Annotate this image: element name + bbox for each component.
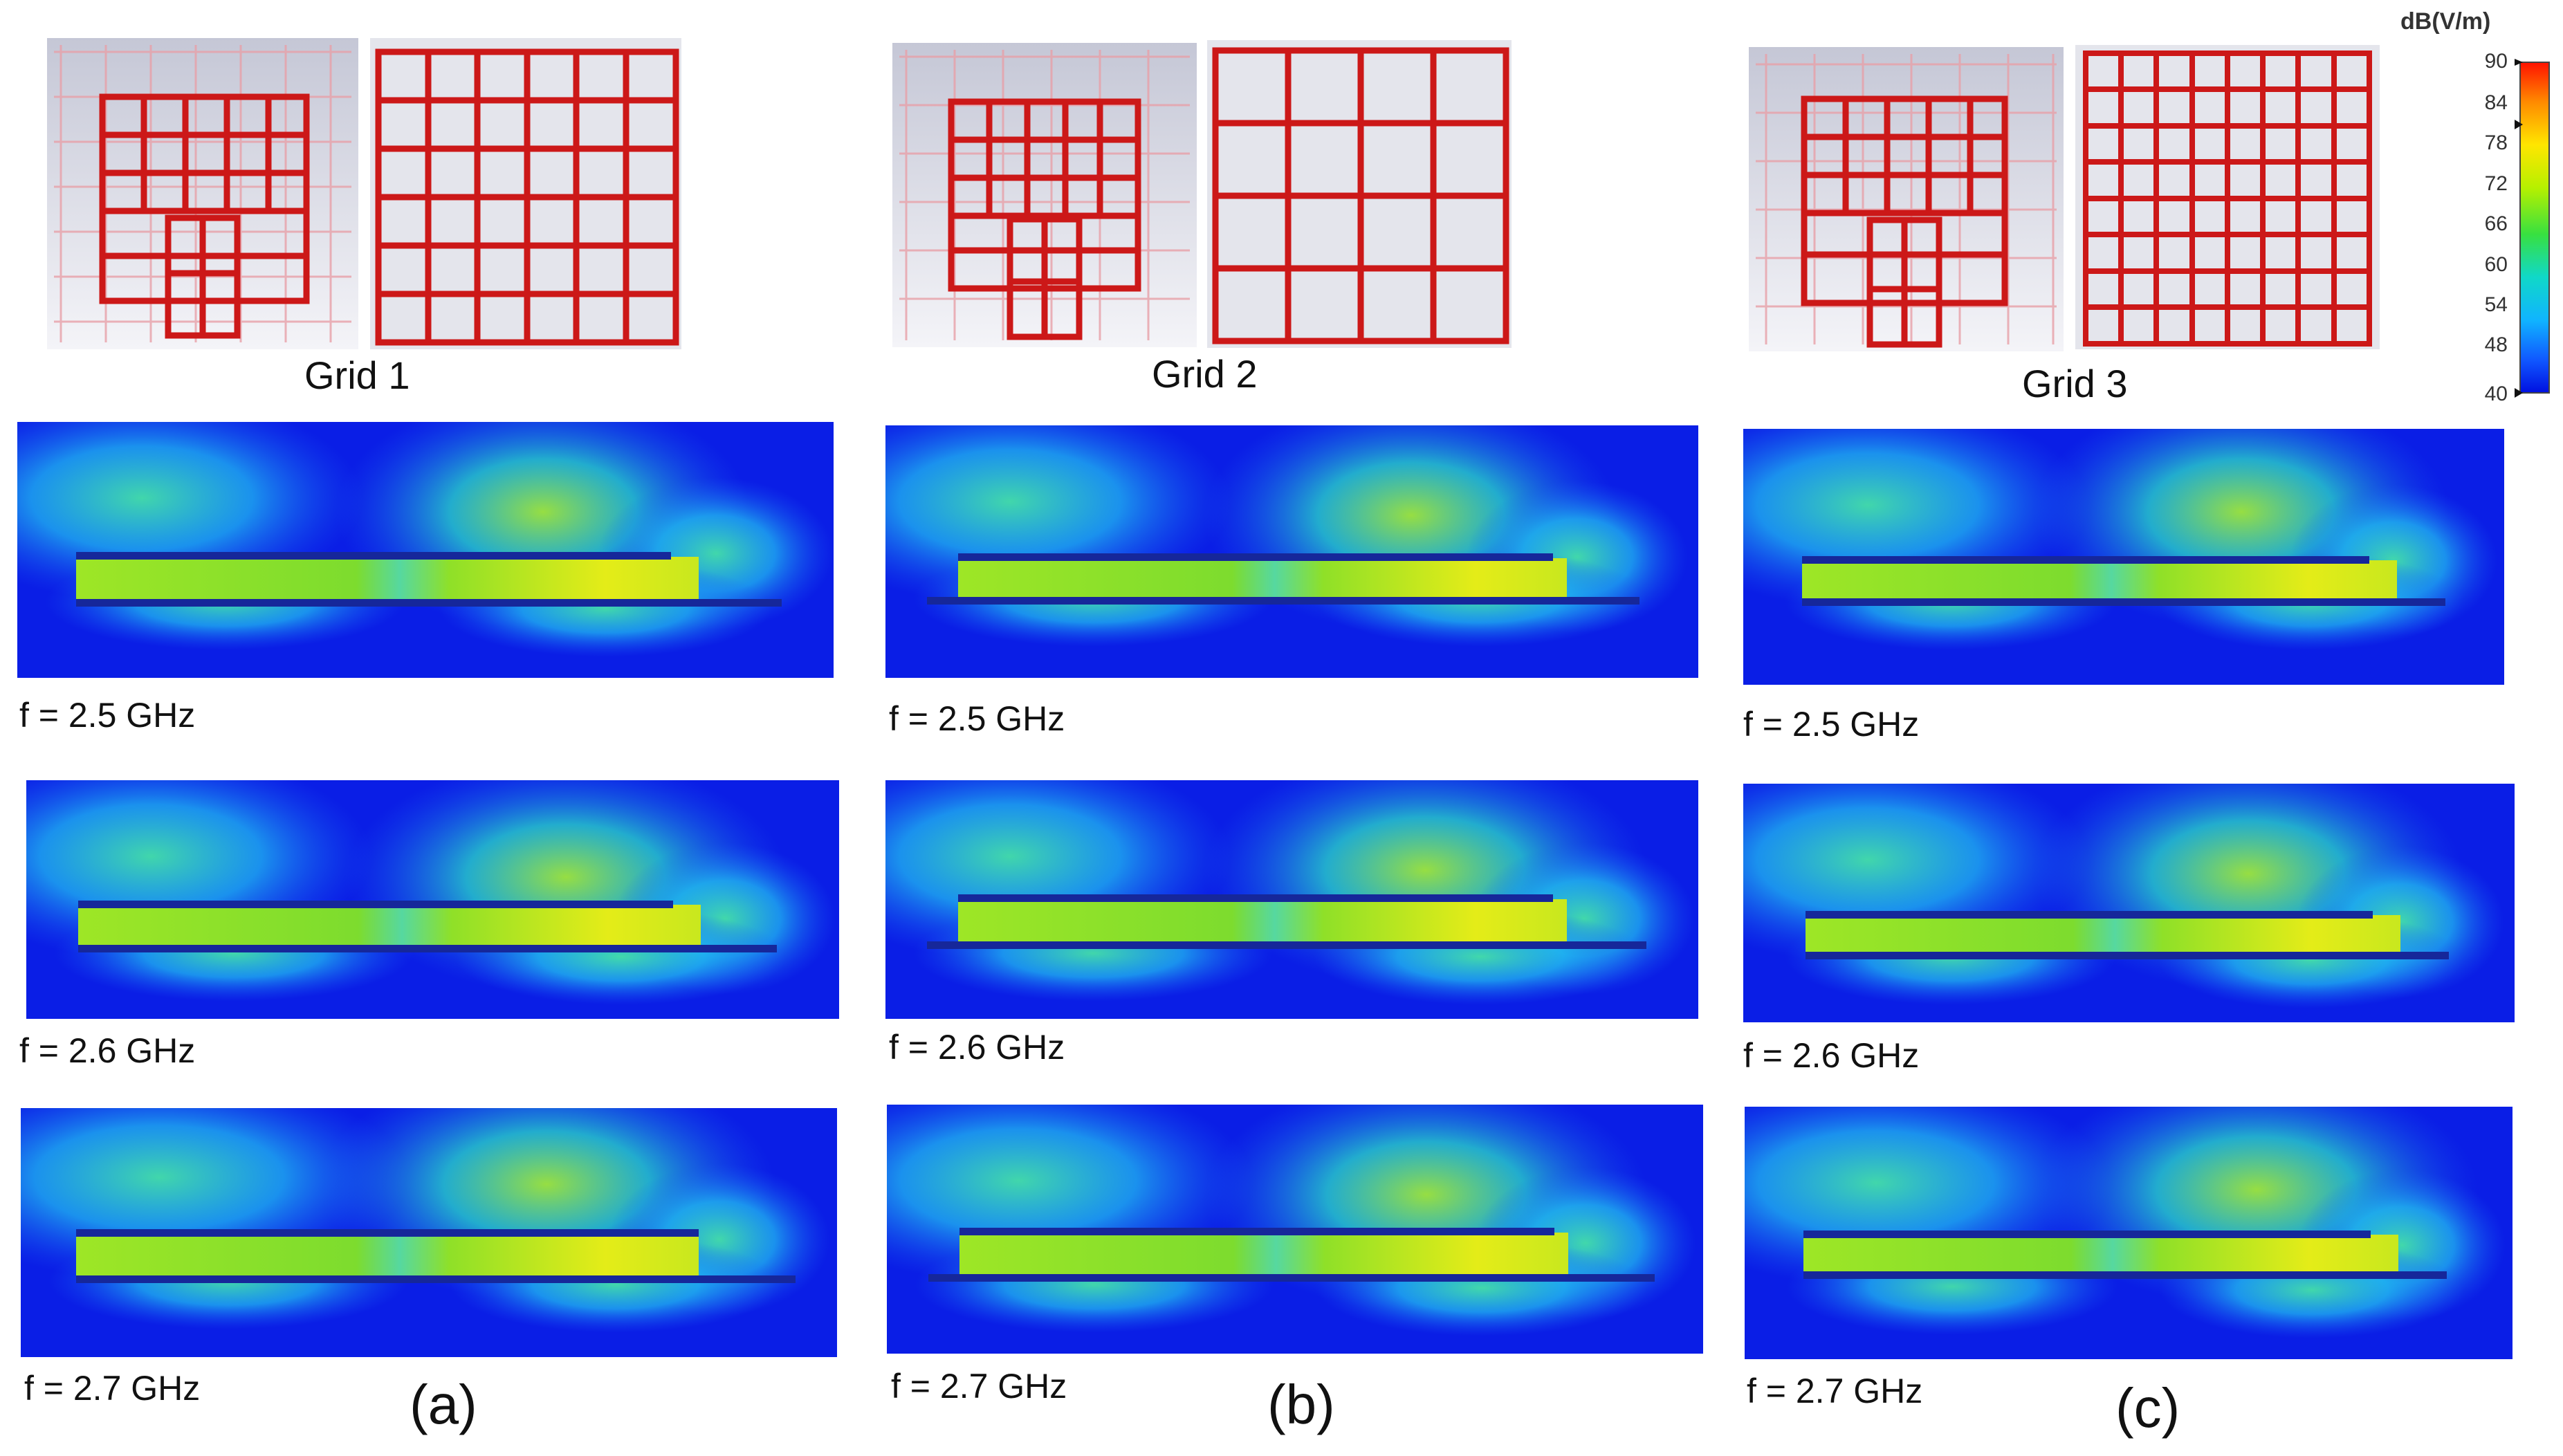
freq-label-row-1: f = 2.5 GHz [889,699,1065,738]
freq-label-row-3: f = 2.7 GHz [24,1369,201,1408]
colorbar-tick: 40 [2484,383,2508,405]
field-map-2.6ghz [1743,784,2515,1022]
field-map-2.5ghz [17,422,834,678]
colorbar [2515,59,2550,398]
freq-label-row-3: f = 2.7 GHz [891,1367,1067,1406]
colorbar-tick: 60 [2484,253,2508,276]
field-map-2.5ghz [885,425,1698,678]
grid-mesh-panel-grid-3 [2075,45,2380,349]
colorbar-tick: 78 [2484,131,2508,154]
freq-label-row-2: f = 2.6 GHz [889,1028,1065,1067]
field-map-2.6ghz [26,780,839,1019]
grid-label: Grid 3 [2022,362,2128,405]
colorbar-tick: 90 [2484,50,2508,73]
field-map-2.6ghz [885,780,1698,1019]
freq-label-row-3: f = 2.7 GHz [1747,1372,1923,1410]
antenna-layout-panel-grid-1 [47,38,358,349]
freq-label-row-2: f = 2.6 GHz [19,1031,196,1070]
colorbar-tick: 72 [2484,172,2508,195]
grid-mesh-panel-grid-2 [1207,40,1512,348]
colorbar-tick: 84 [2484,91,2508,114]
column-label: (c) [2115,1377,2180,1439]
colorbar-tick: 66 [2484,212,2508,235]
colorbar-tick: 54 [2484,293,2508,316]
antenna-layout-panel-grid-3 [1749,47,2064,351]
colorbar-tick: 48 [2484,333,2508,356]
grid-label: Grid 2 [1152,352,1258,396]
field-map-2.7ghz [21,1108,837,1357]
column-a: Grid 1 f = 2.5 GHz f = 2.6 GHz f = [0,0,858,1456]
grid-label: Grid 1 [304,353,410,397]
antenna-layout-panel-grid-2 [892,43,1197,347]
grid-mesh-panel-grid-1 [370,38,681,349]
column-c: Grid 3 dB(V/m) 90 84 78 72 66 60 54 48 4… [1716,0,2563,1456]
freq-label-row-2: f = 2.6 GHz [1743,1036,1920,1075]
field-map-2.7ghz [887,1105,1703,1354]
freq-label-row-1: f = 2.5 GHz [19,696,196,735]
column-label: (b) [1267,1374,1335,1435]
freq-label-row-1: f = 2.5 GHz [1743,705,1920,744]
column-label: (a) [410,1374,477,1435]
field-map-2.5ghz [1743,429,2504,685]
column-b: Grid 2 f = 2.5 GHz f = 2.6 GHz f = 2.7 [858,0,1716,1456]
field-map-2.7ghz [1745,1107,2513,1359]
colorbar-title: dB(V/m) [2400,8,2491,35]
